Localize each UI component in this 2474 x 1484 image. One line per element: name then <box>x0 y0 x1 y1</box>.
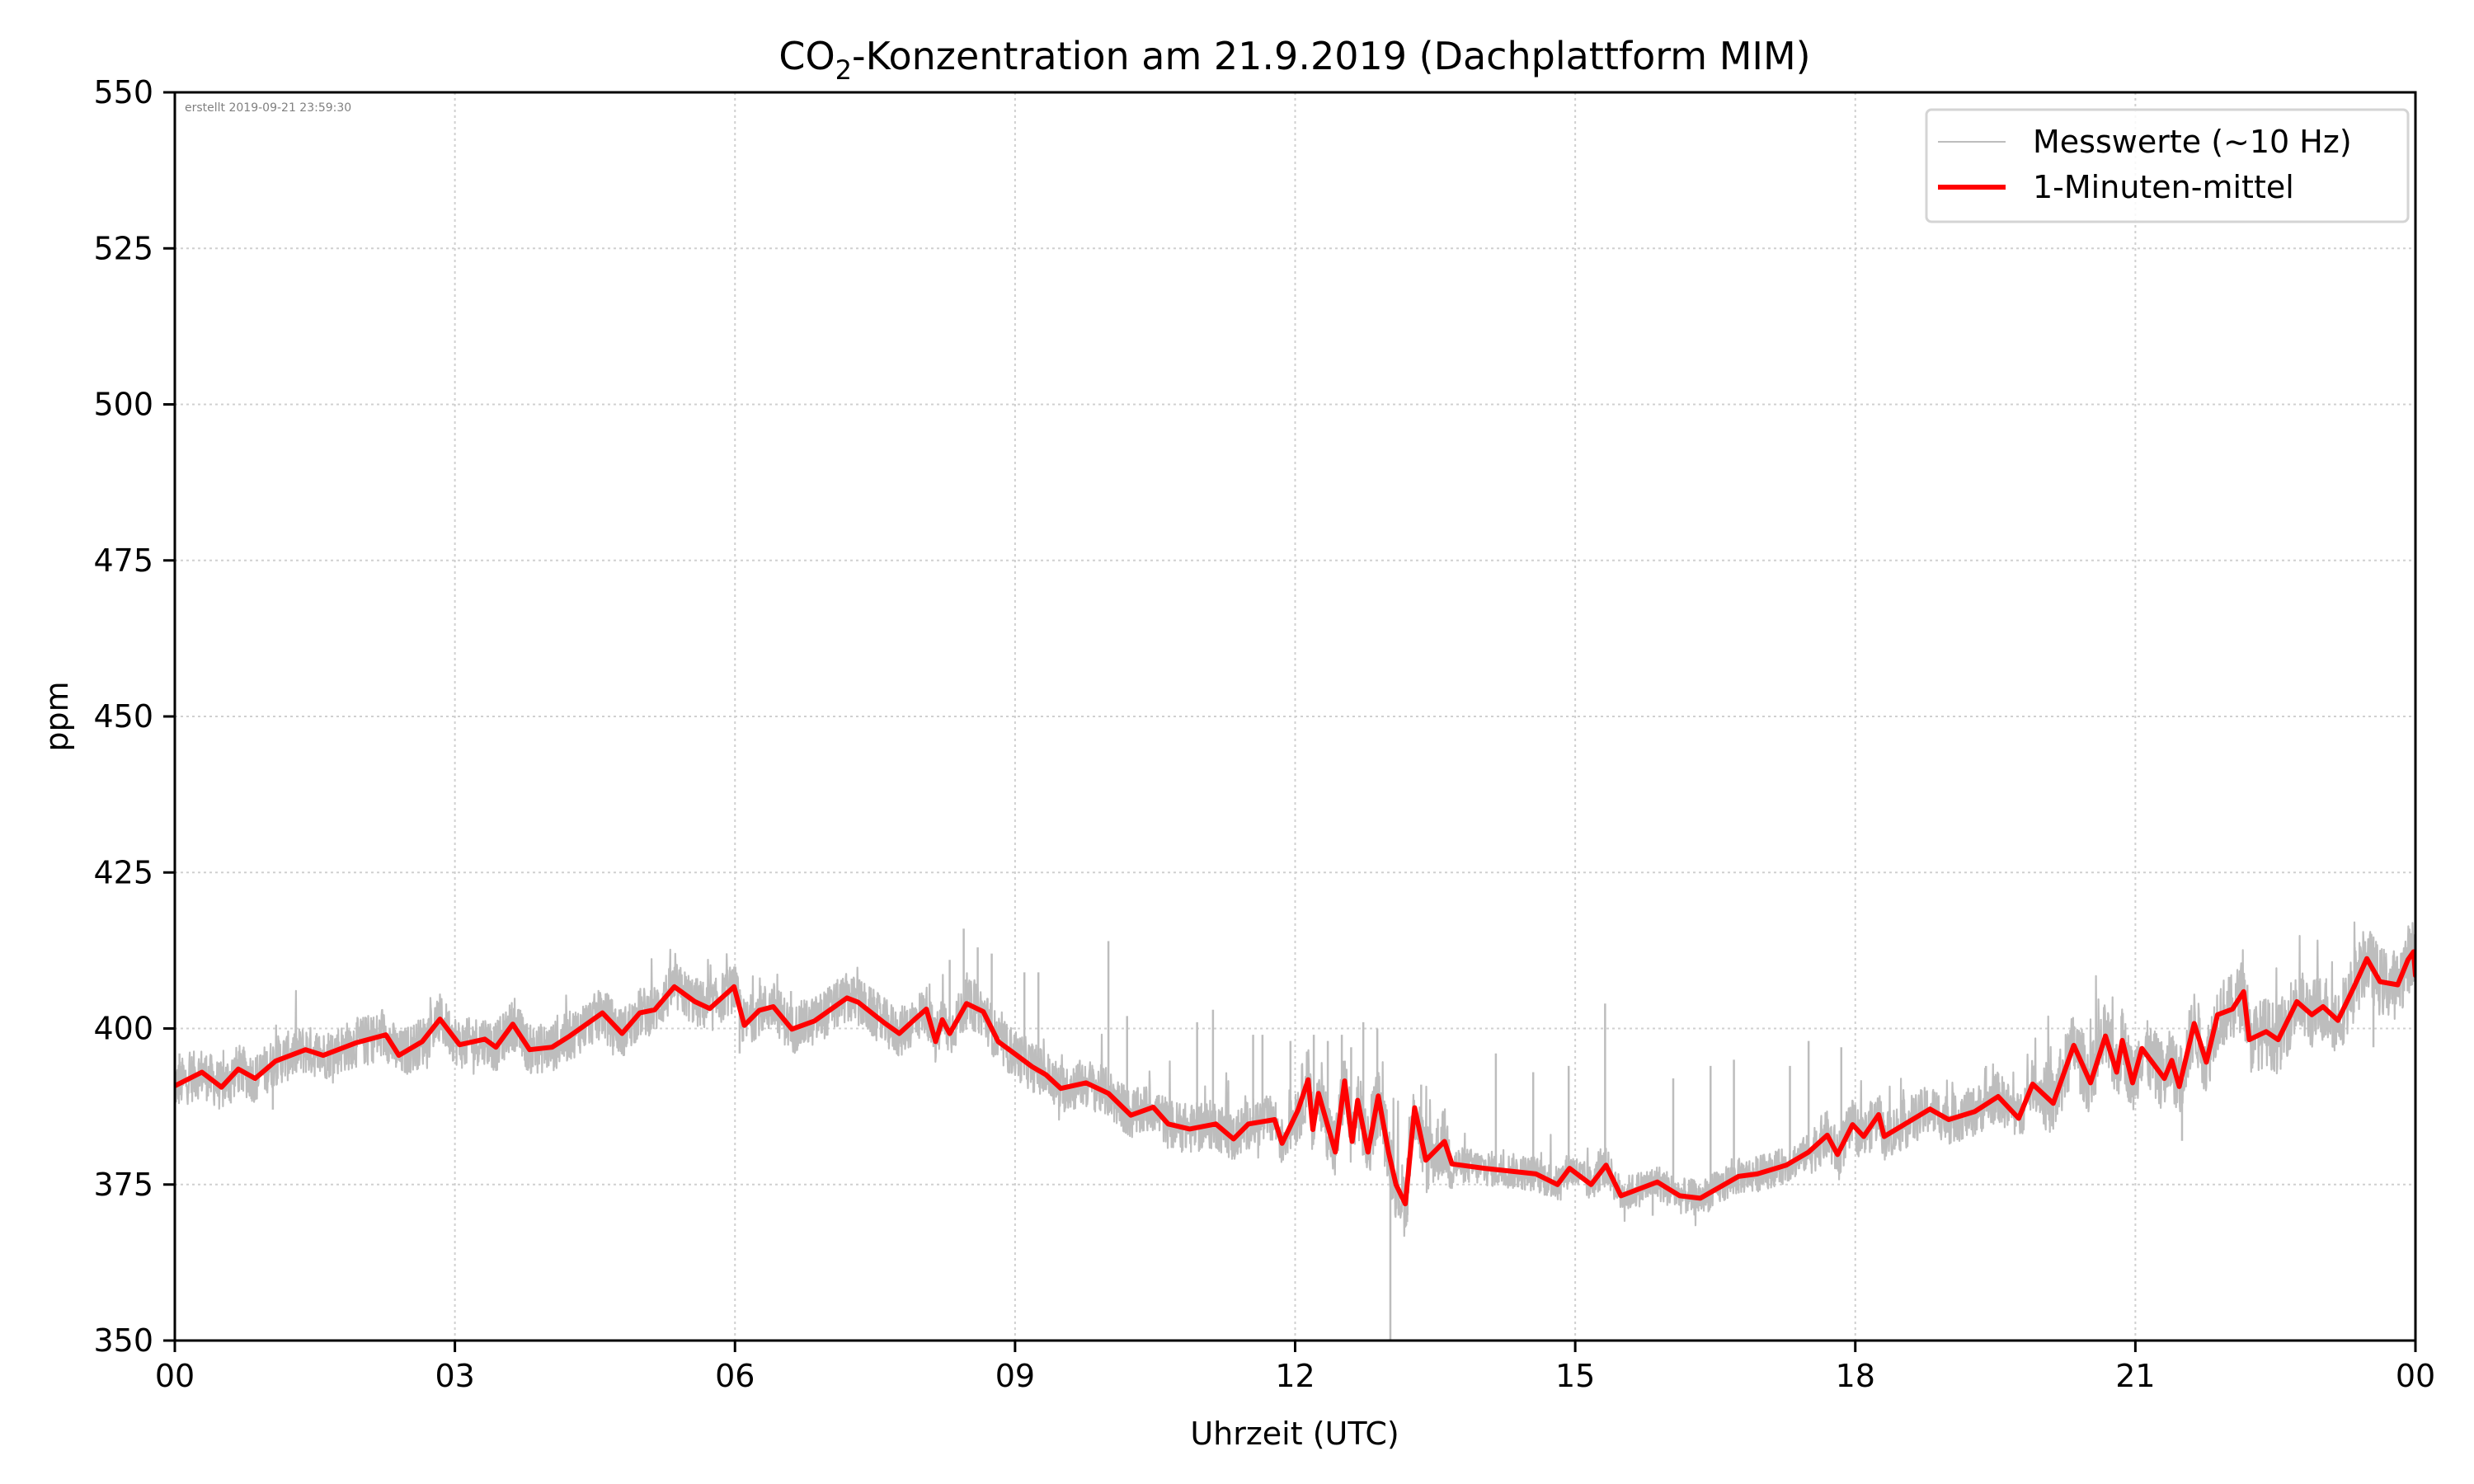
y-tick-label: 350 <box>93 1322 153 1359</box>
x-tick-label: 21 <box>2115 1358 2155 1394</box>
x-tick-label: 03 <box>435 1358 474 1394</box>
x-tick-label: 06 <box>715 1358 755 1394</box>
x-tick-label: 15 <box>1555 1358 1595 1394</box>
y-tick-label: 425 <box>93 854 153 890</box>
y-axis-label: ppm <box>39 681 75 751</box>
y-tick-label: 400 <box>93 1011 153 1047</box>
x-axis-label: Uhrzeit (UTC) <box>1190 1416 1399 1452</box>
x-tick-label: 09 <box>995 1358 1035 1394</box>
y-tick-label: 500 <box>93 387 153 423</box>
y-tick-label: 475 <box>93 542 153 579</box>
title-suffix: -Konzentration am 21.9.2019 (Dachplattfo… <box>852 34 1811 78</box>
legend-box <box>1925 108 2410 223</box>
series-messwerte <box>175 921 2415 1341</box>
created-annotation: erstellt 2019-09-21 23:59:30 <box>185 101 351 115</box>
y-axis: 350 375 400 425 450 475 500 525 550 <box>93 74 175 1359</box>
legend-label-mittel: 1-Minuten-mittel <box>2033 169 2294 205</box>
y-tick-label: 450 <box>93 698 153 735</box>
y-tick-label: 550 <box>93 74 153 110</box>
title-prefix: CO <box>778 34 835 78</box>
x-tick-label: 18 <box>1836 1358 1875 1394</box>
chart-title: CO2-Konzentration am 21.9.2019 (Dachplat… <box>778 34 1810 86</box>
x-tick-label: 00 <box>155 1358 195 1394</box>
y-tick-label: 375 <box>93 1167 153 1203</box>
series-1-minuten-mittel <box>175 949 2415 1207</box>
plot-area <box>175 921 2415 1341</box>
x-tick-label: 00 <box>2396 1358 2435 1394</box>
legend-label-messwerte: Messwerte (~10 Hz) <box>2033 124 2352 160</box>
title-subscript: 2 <box>835 54 852 86</box>
x-tick-label: 12 <box>1275 1358 1315 1394</box>
y-tick-label: 525 <box>93 230 153 266</box>
x-axis: 00 03 06 09 12 15 18 21 00 <box>155 1341 2435 1394</box>
legend: Messwerte (~10 Hz) 1-Minuten-mittel <box>1925 108 2410 223</box>
